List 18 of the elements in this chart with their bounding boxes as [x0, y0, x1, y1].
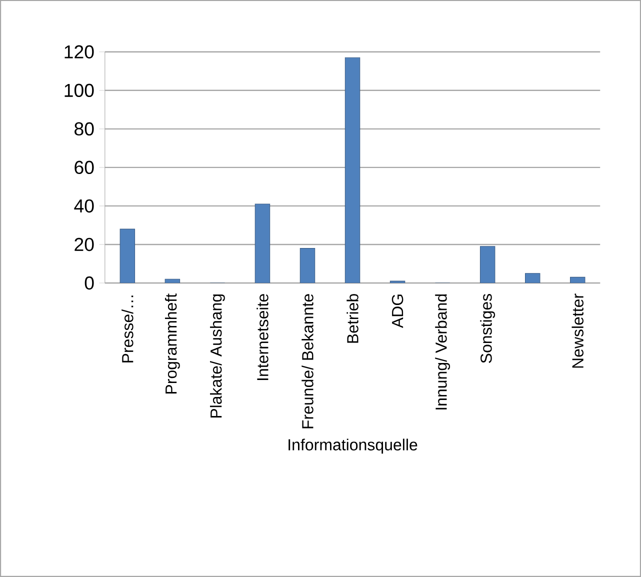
x-tick-label: Sonstiges — [480, 294, 496, 363]
x-axis-title: Informationsquelle — [288, 438, 418, 454]
y-tick-label: 80 — [74, 122, 94, 136]
x-tick-label: Presse/… — [122, 296, 134, 362]
y-tick-label: 40 — [74, 199, 94, 213]
y-tick-label: 0 — [84, 276, 94, 290]
x-tick-label: Newsletter — [572, 294, 584, 368]
y-tick-label: 20 — [74, 238, 94, 252]
x-tick-label: Freunde/ Bekannte — [302, 294, 314, 428]
x-tick-label: Betrieb — [346, 294, 358, 343]
y-tick-label: 60 — [74, 160, 94, 174]
x-tick-label: Programmheft — [164, 294, 180, 394]
x-tick-label: Internetseite — [256, 294, 268, 380]
x-tick-label: Innung/ Verband — [435, 294, 450, 410]
y-tick-label: 120 — [64, 45, 94, 59]
x-tick-label: Plakate/ Aushang — [210, 294, 225, 418]
y-tick-label: 100 — [64, 84, 94, 98]
x-tick-label: ADG — [392, 294, 404, 328]
